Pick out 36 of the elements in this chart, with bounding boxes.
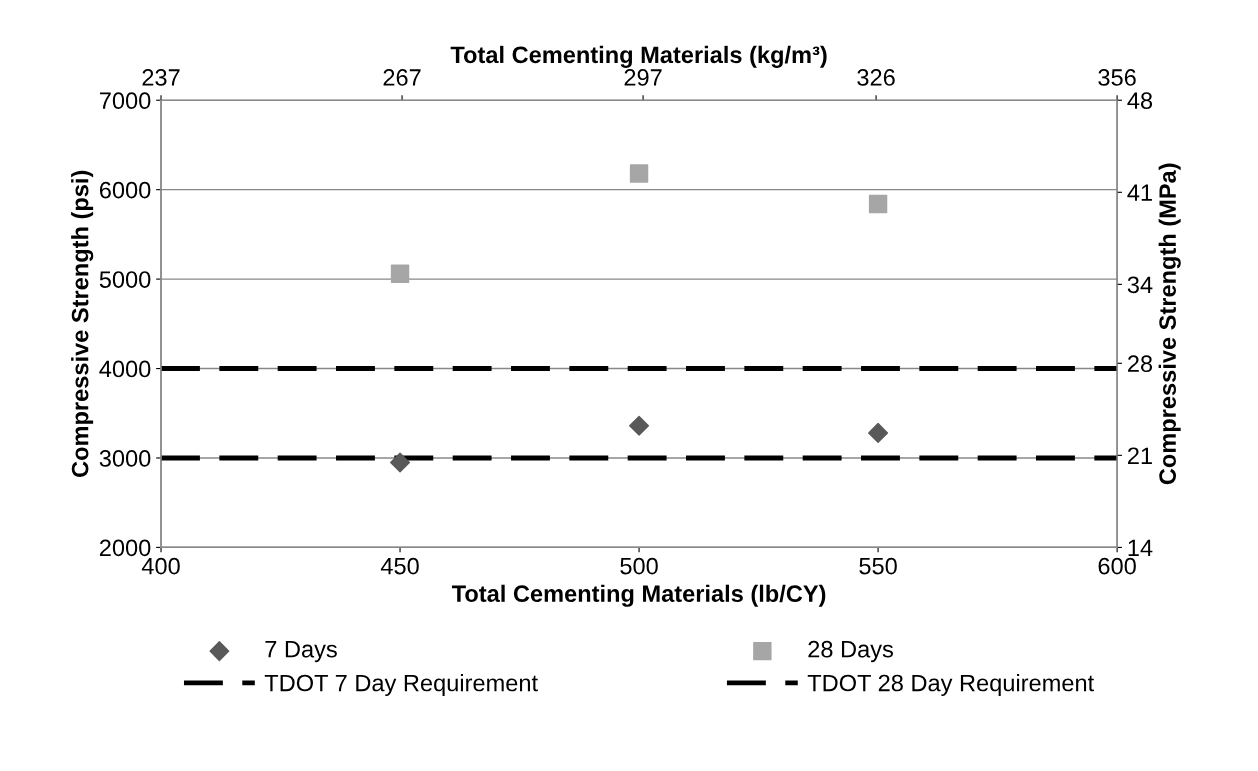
y-tick-label: 7000 [99, 92, 151, 110]
y2-tick-label: 28 [1128, 355, 1153, 373]
x2-tick-label: 326 [857, 69, 895, 86]
point [868, 422, 889, 443]
x2-tick-label: 297 [624, 69, 662, 86]
legend-label: 7 Days [265, 641, 337, 663]
y-tick-label: 4000 [99, 360, 151, 378]
point [390, 452, 411, 473]
x2-tick-label: 267 [383, 69, 421, 86]
x2-tick-label: 356 [1098, 69, 1136, 86]
point [629, 164, 649, 183]
y-tick-label: 2000 [99, 539, 151, 557]
y2-tick-label: 21 [1128, 447, 1152, 464]
legend-label: 28 Days [808, 640, 893, 663]
y2-tick-label: 14 [1128, 539, 1153, 556]
y2-tick-label: 41 [1127, 184, 1152, 201]
point [390, 264, 410, 283]
y2-tick-label: 34 [1127, 276, 1153, 294]
y2-axis-title: Compressive Strength (MPa) [1158, 163, 1181, 485]
x-axis-title: Total Cementing Materials (lb/CY) [451, 584, 826, 607]
x-tick-label: 600 [1098, 557, 1136, 575]
y2-tick-label: 48 [1127, 92, 1153, 110]
x2-axis-title: Total Cementing Materials (kg/m³) [450, 45, 827, 68]
legend-label: TDOT 7 Day Requirement [264, 674, 538, 697]
point [629, 415, 650, 436]
x-tick-label: 500 [620, 557, 658, 575]
point [868, 194, 888, 214]
y-tick-label: 3000 [99, 450, 151, 467]
x-tick-label: 450 [380, 557, 419, 575]
x2-tick-label: 237 [142, 69, 180, 86]
y-axis-title: Compressive Strength (psi) [71, 170, 94, 477]
y-tick-label: 5000 [99, 271, 151, 288]
x-tick-label: 400 [141, 557, 180, 575]
y-tick-label: 6000 [99, 181, 151, 199]
x-tick-label: 550 [859, 557, 897, 575]
legend-label: TDOT 28 Day Requirement [807, 674, 1094, 697]
